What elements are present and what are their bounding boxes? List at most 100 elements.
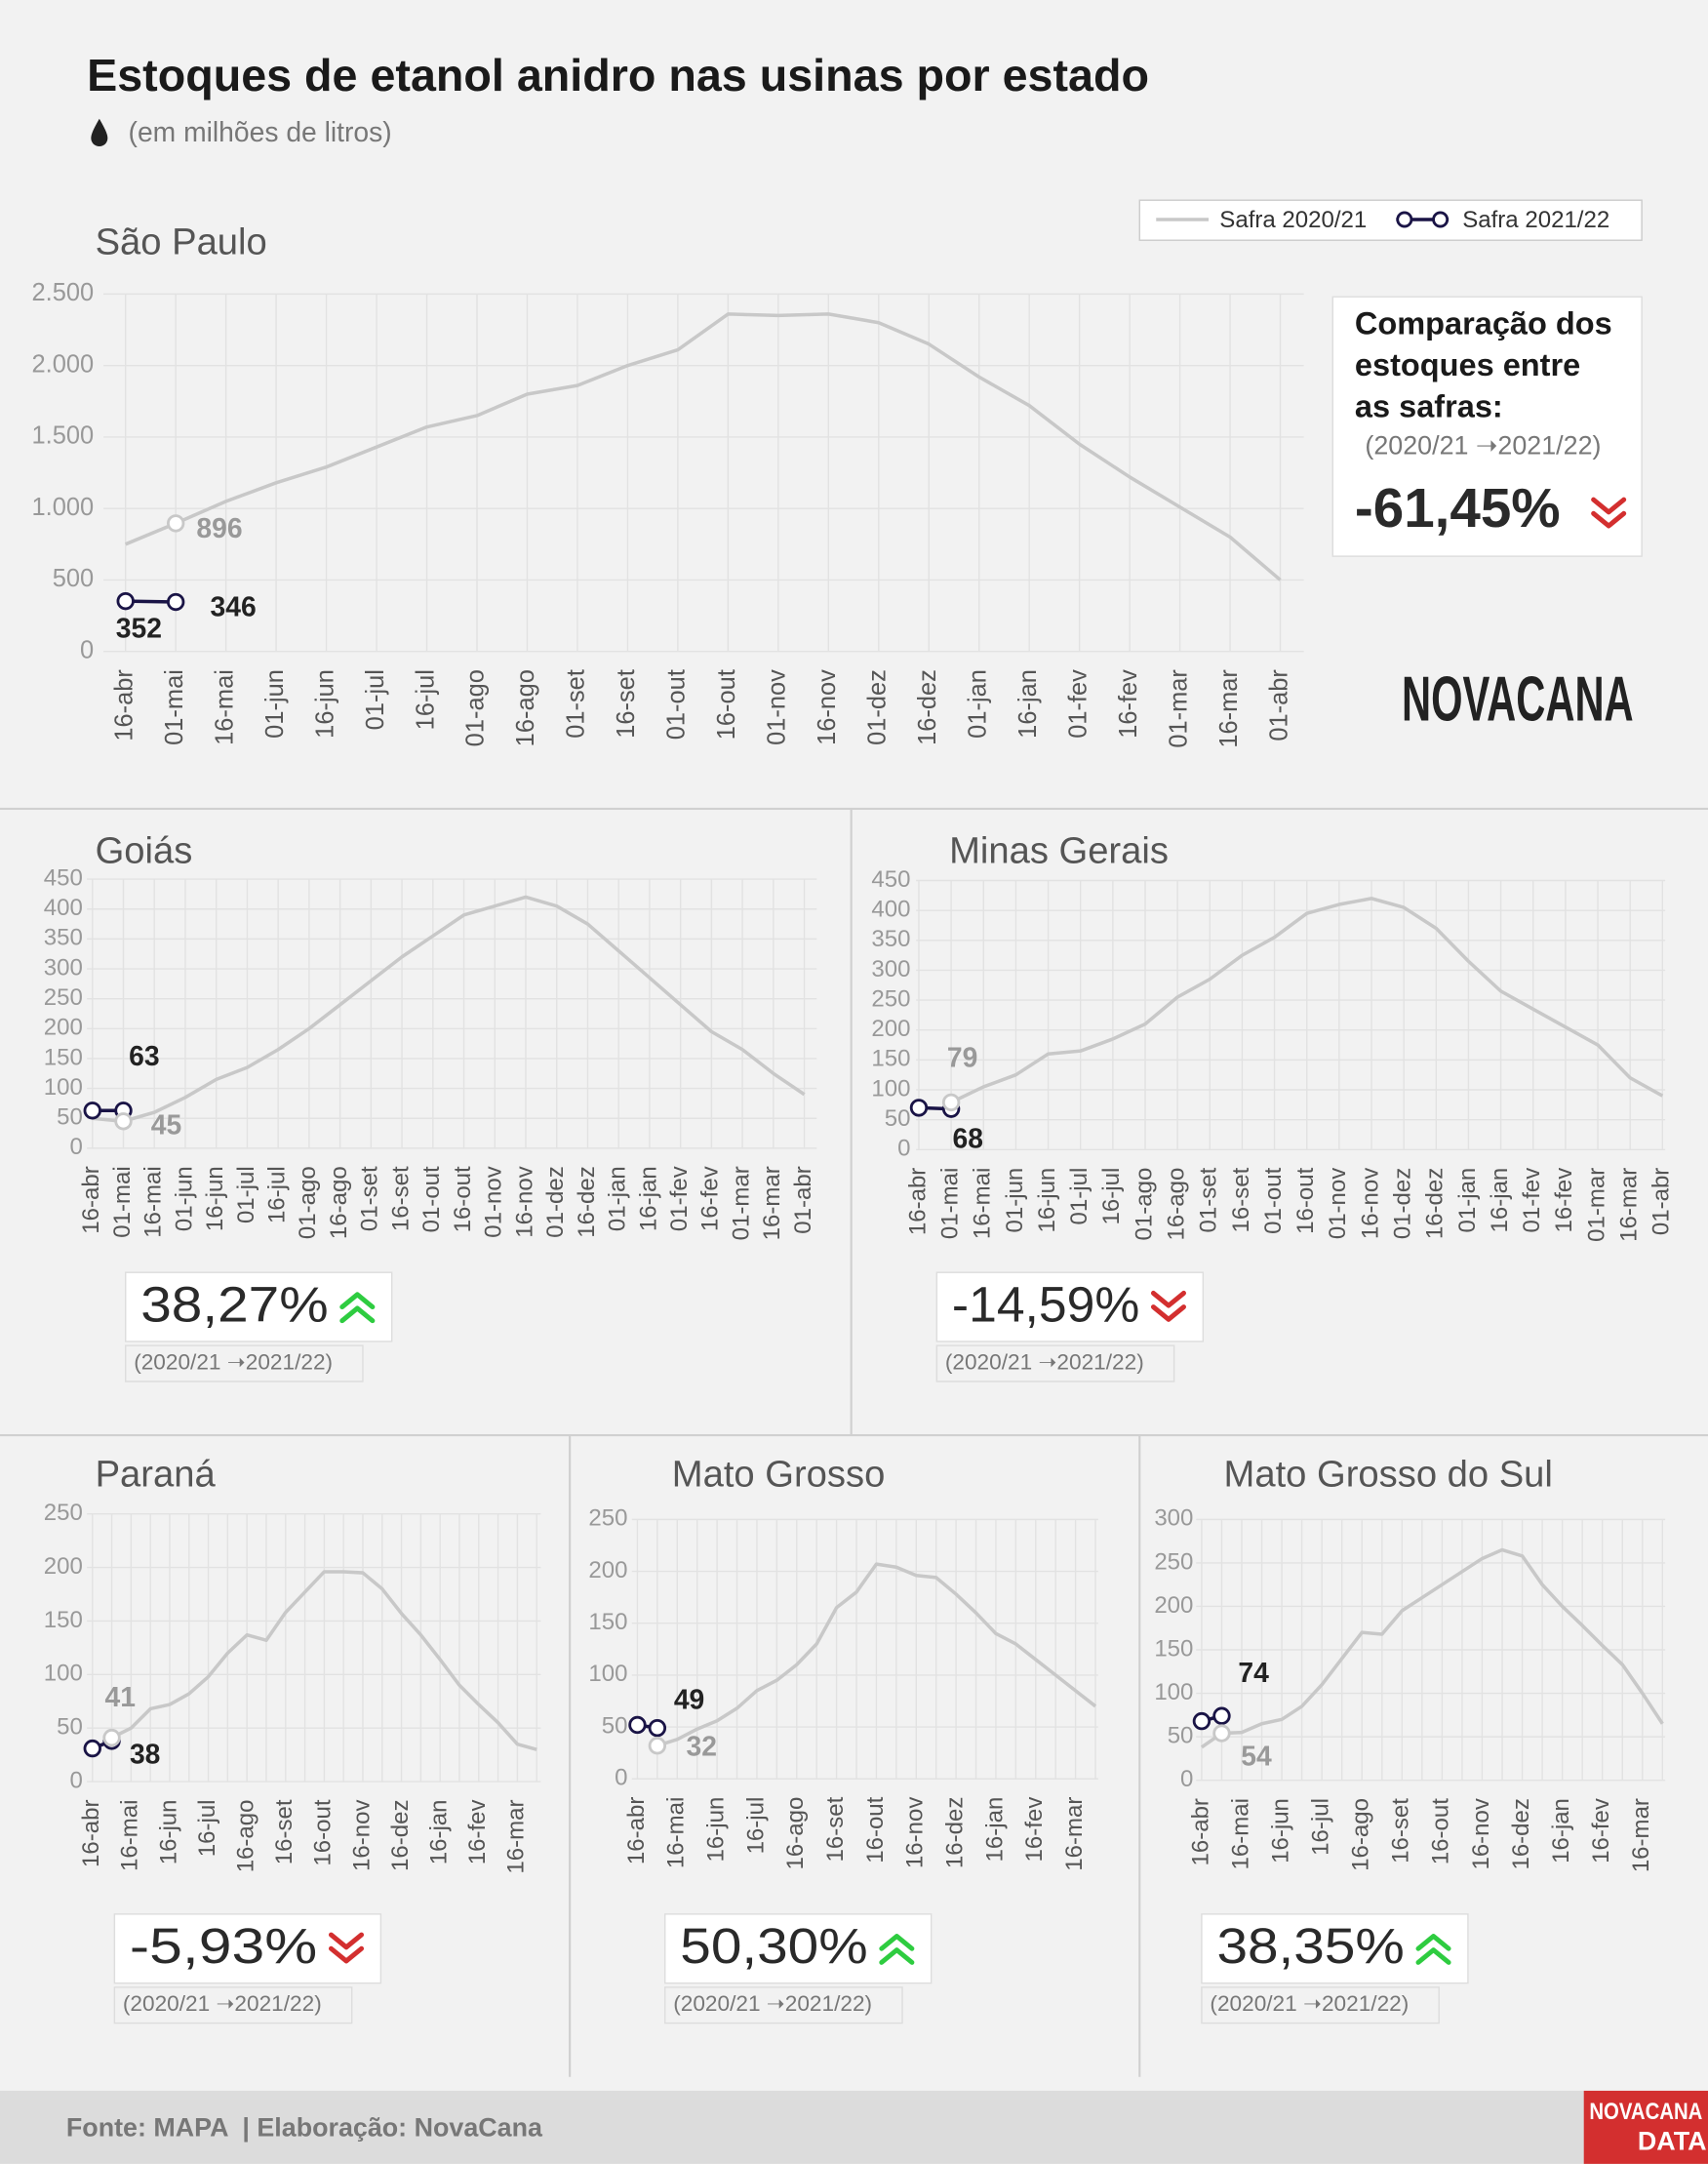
x-tick-label: 16-set [613, 669, 640, 739]
x-tick-label: 16-mar [1215, 669, 1243, 748]
x-tick-label: 16-jul [263, 1166, 290, 1223]
x-tick-label: 16-jun [311, 669, 338, 739]
x-tick-label: 16-ago [1348, 1798, 1374, 1871]
comparison-box [935, 1271, 1205, 1342]
x-tick-label: 01-jul [233, 1166, 259, 1223]
y-tick-label: 200 [44, 1015, 83, 1041]
trend-arrow [1415, 1934, 1451, 1951]
y-tick-label: 0 [615, 1765, 627, 1791]
x-tick-label: 01-out [418, 1166, 445, 1232]
logo: NOVACANA [1402, 663, 1634, 735]
x-tick-label: 16-abr [78, 1166, 104, 1233]
x-tick-label: 16-dez [387, 1799, 414, 1870]
x-tick-label: 01-mar [728, 1166, 754, 1240]
x-tick-label: 01-jun [171, 1166, 197, 1231]
x-tick-label: 01-out [1260, 1167, 1287, 1233]
footer-source: Fonte: MAPA | Elaboração: NovaCana [66, 2113, 543, 2143]
x-tick-label: 16-jan [1548, 1798, 1574, 1863]
x-tick-label: 01-out [663, 669, 691, 740]
series-line [950, 897, 1664, 1104]
point-marker [116, 591, 135, 611]
x-tick-label: 16-out [1428, 1798, 1454, 1864]
x-tick-label: 01-jun [1002, 1168, 1028, 1233]
trend-arrow [339, 1305, 376, 1324]
data-label: 45 [151, 1108, 181, 1140]
x-tick-label: 16-jan [426, 1799, 453, 1864]
x-tick-label: 01-mai [109, 1166, 136, 1237]
footer-logo-box [1583, 2090, 1708, 2164]
x-tick-label: 01-set [563, 669, 590, 739]
period-box [125, 1344, 364, 1383]
trend-arrow [328, 1945, 365, 1964]
x-tick-label: 01-abr [790, 1166, 816, 1233]
x-tick-label: 16-set [1228, 1167, 1254, 1232]
period-box [935, 1344, 1175, 1383]
x-tick-label: 16-jul [412, 669, 439, 730]
x-tick-label: 16-nov [1468, 1798, 1494, 1869]
point-marker [648, 1718, 667, 1738]
x-tick-label: 01-jul [1066, 1168, 1092, 1225]
x-tick-label: 16-dez [1508, 1798, 1534, 1869]
y-tick-label: 0 [69, 1134, 82, 1160]
period-box [113, 1986, 353, 2024]
x-tick-label: 16-mar [1628, 1798, 1654, 1872]
x-tick-label: 16-mar [1616, 1168, 1643, 1242]
x-tick-label: 16-set [1388, 1798, 1414, 1863]
data-label: 896 [196, 512, 242, 543]
comparison-value: 38,27% [140, 1276, 328, 1332]
x-tick-label: 01-nov [1325, 1168, 1351, 1239]
comparison-period: (2020/21 ➝2021/22) [945, 1350, 1144, 1375]
x-tick-label: 16-out [862, 1796, 889, 1863]
comparison-period: (2020/21 ➝2021/22) [673, 1991, 872, 2016]
y-tick-label: 1.000 [32, 494, 95, 521]
x-tick-label: 01-mar [1583, 1168, 1609, 1242]
y-tick-label: 0 [897, 1136, 910, 1162]
x-tick-label: 01-dez [1390, 1168, 1416, 1239]
period-box [664, 1986, 903, 2024]
x-tick-label: 01-set [1196, 1167, 1222, 1232]
x-tick-label: 16-jun [702, 1797, 729, 1863]
x-tick-label: 16-jan [635, 1166, 661, 1231]
data-label: 79 [947, 1042, 977, 1073]
comparison-box [1331, 296, 1643, 557]
comparison-heading: estoques entre [1355, 347, 1580, 382]
point-marker [1212, 1724, 1231, 1743]
data-label: 352 [116, 612, 162, 643]
x-tick-label: 16-jun [1267, 1798, 1293, 1863]
x-tick-label: 01-abr [1648, 1168, 1675, 1235]
x-tick-label: 16-dez [914, 669, 941, 745]
y-tick-label: 50 [57, 1714, 83, 1741]
point-marker [648, 1737, 667, 1755]
x-tick-label: 16-jul [742, 1797, 769, 1855]
drop-icon [91, 118, 108, 147]
series-line [1200, 1547, 1664, 1749]
series-line [656, 1562, 1097, 1747]
x-tick-label: 16-out [1292, 1167, 1319, 1233]
x-tick-label: 16-jul [194, 1799, 220, 1857]
point-marker [941, 1093, 961, 1112]
x-tick-label: 16-mar [759, 1166, 785, 1240]
y-tick-label: 250 [871, 985, 910, 1012]
x-tick-label: 16-ago [782, 1797, 809, 1870]
data-label: 63 [129, 1040, 159, 1071]
page-title: Estoques de etanol anidro nas usinas por… [87, 50, 1149, 100]
trend-arrow [879, 1947, 915, 1965]
trend-arrow [1591, 510, 1627, 529]
series-line [125, 312, 1282, 581]
y-tick-label: 350 [871, 926, 910, 952]
point-marker [628, 1715, 647, 1735]
x-tick-label: 16-mai [663, 1797, 690, 1868]
x-tick-label: 01-fev [1064, 669, 1092, 739]
point-marker [1192, 1711, 1211, 1731]
x-tick-label: 01-jun [261, 669, 289, 739]
y-tick-label: 500 [53, 565, 94, 592]
data-label: 49 [674, 1684, 704, 1715]
x-tick-label: 01-jan [964, 669, 991, 739]
data-label: 38 [130, 1738, 160, 1769]
x-tick-label: 16-jun [155, 1799, 181, 1864]
trend-arrow [1150, 1290, 1187, 1308]
x-tick-label: 16-jun [202, 1166, 228, 1231]
comparison-period: (2020/21 ➝2021/22) [1210, 1991, 1409, 2016]
legend-label: Safra 2020/21 [1219, 207, 1367, 233]
